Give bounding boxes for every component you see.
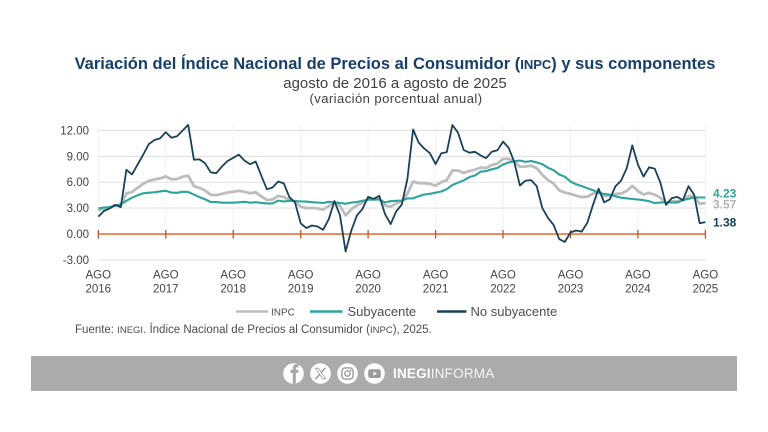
- svg-text:AGO: AGO: [288, 270, 314, 282]
- svg-text:2020: 2020: [355, 284, 381, 296]
- svg-text:2018: 2018: [220, 284, 246, 296]
- svg-text:4.23: 4.23: [713, 186, 737, 200]
- svg-text:2016: 2016: [86, 284, 112, 296]
- svg-text:2017: 2017: [153, 284, 179, 296]
- svg-text:2023: 2023: [558, 284, 584, 296]
- svg-text:AGO: AGO: [220, 270, 246, 282]
- svg-text:Subyacente: Subyacente: [348, 304, 417, 319]
- svg-text:3.57: 3.57: [713, 198, 737, 212]
- svg-text:AGO: AGO: [490, 270, 516, 282]
- svg-text:AGO: AGO: [153, 270, 179, 282]
- svg-text:0.00: 0.00: [67, 229, 89, 241]
- svg-text:-3.00: -3.00: [63, 255, 89, 267]
- svg-text:12.00: 12.00: [60, 125, 89, 137]
- svg-text:6.00: 6.00: [67, 177, 89, 189]
- svg-text:AGO: AGO: [693, 270, 719, 282]
- svg-text:2021: 2021: [423, 284, 449, 296]
- svg-text:AGO: AGO: [558, 270, 584, 282]
- svg-text:AGO: AGO: [355, 270, 381, 282]
- svg-text:AGO: AGO: [423, 270, 449, 282]
- svg-text:2025: 2025: [693, 284, 719, 296]
- svg-text:INPC: INPC: [271, 308, 295, 319]
- svg-text:9.00: 9.00: [67, 151, 89, 163]
- svg-text:AGO: AGO: [625, 270, 651, 282]
- svg-text:Fuente: INEGI. Índice Nacional: Fuente: INEGI. Índice Nacional de Precio…: [75, 323, 432, 336]
- svg-text:No subyacente: No subyacente: [471, 304, 558, 319]
- svg-text:2022: 2022: [490, 284, 516, 296]
- svg-text:1.38: 1.38: [713, 216, 737, 230]
- svg-text:3.00: 3.00: [67, 203, 89, 215]
- svg-text:2024: 2024: [625, 284, 651, 296]
- svg-text:2019: 2019: [288, 284, 314, 296]
- svg-text:AGO: AGO: [86, 270, 112, 282]
